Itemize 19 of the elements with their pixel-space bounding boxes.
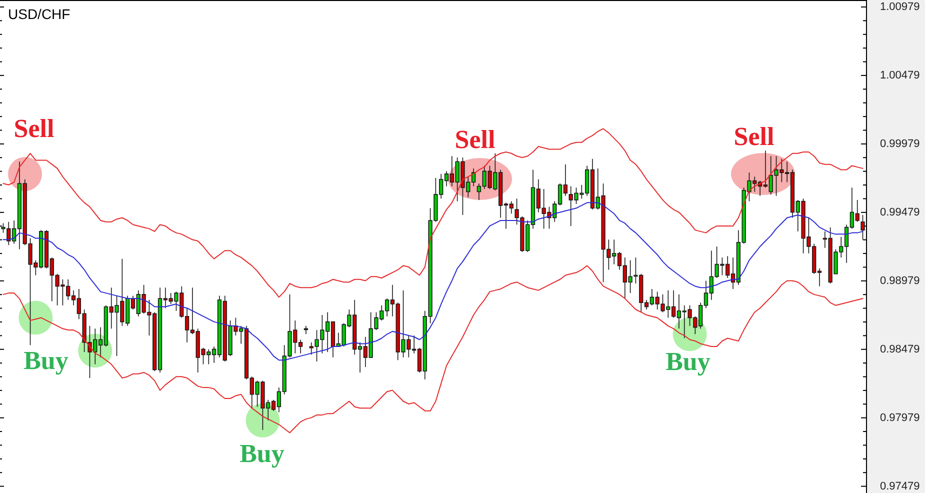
y-tick-label: 1.00479 — [880, 69, 920, 82]
annotation: Sell — [14, 114, 54, 143]
annotation: Sell — [734, 122, 774, 151]
candlestick — [860, 214, 865, 240]
annotation: Buy — [24, 346, 68, 375]
point — [18, 300, 53, 335]
y-tick-label: 0.99479 — [880, 206, 920, 218]
y-tick-label: 1.00979 — [880, 0, 920, 13]
annotation: Buy — [666, 347, 710, 376]
candlestick — [304, 326, 308, 335]
annotation: Sell — [454, 125, 496, 154]
y-tick-label: 0.98979 — [880, 274, 920, 287]
text: USD/CHF — [8, 6, 70, 22]
y-tick-label: 0.97479 — [880, 480, 920, 492]
line-series — [2, 265, 864, 434]
y-tick-label: 0.97979 — [880, 412, 920, 424]
y-tick-label: 0.98479 — [880, 343, 920, 356]
annotation: Buy — [240, 439, 284, 468]
y-tick-label: 0.99979 — [880, 138, 920, 150]
